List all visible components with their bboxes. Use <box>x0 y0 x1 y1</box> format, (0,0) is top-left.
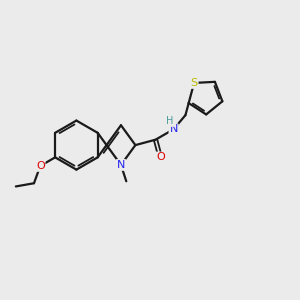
Text: O: O <box>36 161 45 171</box>
Text: N: N <box>117 160 125 170</box>
Text: O: O <box>156 152 165 163</box>
Text: N: N <box>169 124 178 134</box>
Text: S: S <box>190 78 198 88</box>
Text: H: H <box>166 116 174 126</box>
